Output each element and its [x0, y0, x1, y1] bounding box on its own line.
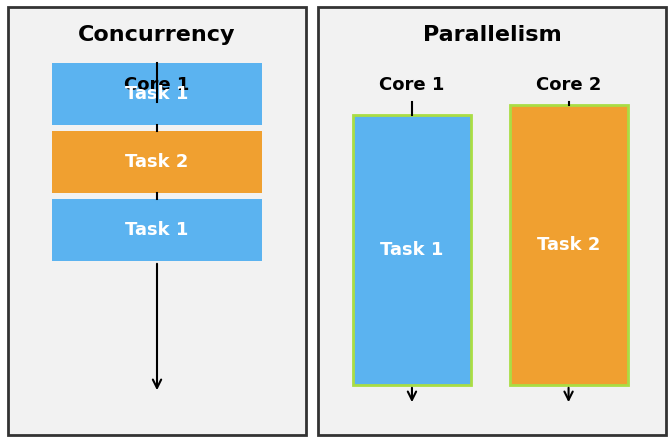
- Text: Task 1: Task 1: [125, 85, 189, 103]
- Bar: [509, 105, 628, 385]
- Text: Task 1: Task 1: [125, 221, 189, 239]
- Text: Task 1: Task 1: [380, 241, 444, 259]
- Bar: [8, 7, 306, 435]
- Bar: [52, 63, 262, 125]
- Text: Core 1: Core 1: [124, 76, 190, 94]
- Text: Parallelism: Parallelism: [423, 25, 561, 45]
- Bar: [318, 7, 666, 435]
- Text: Task 2: Task 2: [537, 236, 600, 254]
- Text: Core 2: Core 2: [536, 76, 601, 94]
- Text: Task 2: Task 2: [125, 153, 189, 171]
- Bar: [52, 131, 262, 193]
- Text: Core 1: Core 1: [379, 76, 445, 94]
- Bar: [353, 115, 471, 385]
- Text: Concurrency: Concurrency: [78, 25, 236, 45]
- Bar: [52, 199, 262, 261]
